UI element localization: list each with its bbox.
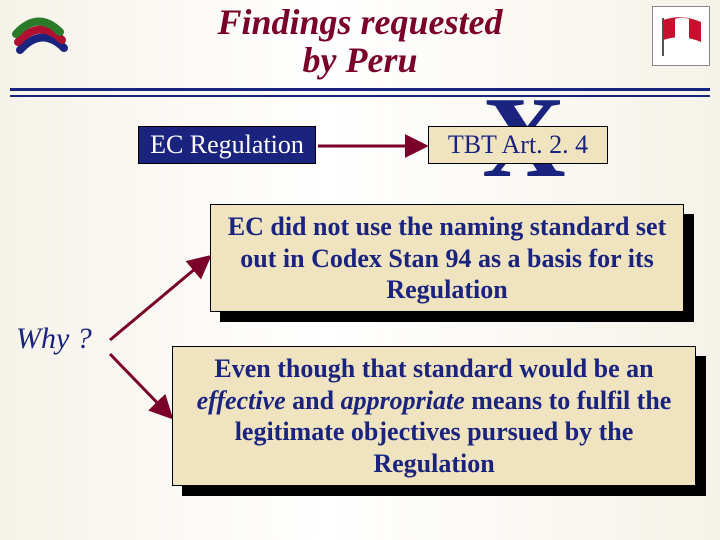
- title-underline-thick: [10, 88, 710, 91]
- arrow-why-to-box2: [106, 348, 178, 428]
- title-line2: by Peru: [303, 40, 418, 80]
- why-label: Why ?: [16, 322, 92, 356]
- box2-text-pre: Even though that standard would be an: [214, 354, 653, 383]
- tbt-article-box: TBT Art. 2. 4: [428, 126, 608, 164]
- title-line1: Findings requested: [217, 2, 502, 42]
- arrow-ec-to-tbt: [316, 128, 432, 164]
- box2-em-appropriate: appropriate: [341, 386, 465, 415]
- ec-regulation-box: EC Regulation: [138, 126, 316, 164]
- slide: Findings requested by Peru EC Regulation…: [0, 0, 720, 540]
- finding-box-1: EC did not use the naming standard set o…: [210, 204, 684, 312]
- box2-text-mid: and: [286, 386, 341, 415]
- arrow-why-to-box1: [106, 248, 216, 348]
- finding-box-2: Even though that standard would be an ef…: [172, 346, 696, 486]
- box2-em-effective: effective: [197, 386, 286, 415]
- title-underline-thin: [10, 95, 710, 97]
- slide-title: Findings requested by Peru: [0, 4, 720, 80]
